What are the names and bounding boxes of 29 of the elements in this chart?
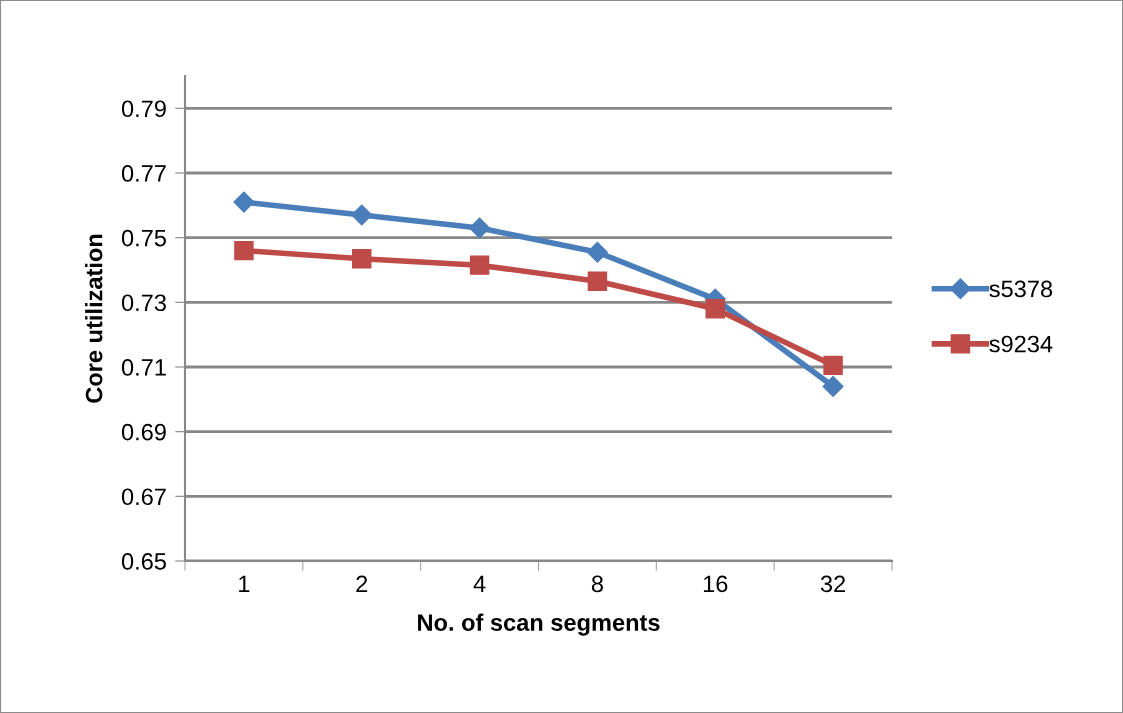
x-tick-label: 16 xyxy=(703,575,728,593)
x-axis-title: No. of scan segments xyxy=(418,613,660,636)
x-tick-label: 4 xyxy=(473,575,486,592)
x-tick-label: 2 xyxy=(356,575,368,592)
y-tick-label: 0.65 xyxy=(121,553,166,570)
point xyxy=(823,355,843,376)
legend-label: s9234 xyxy=(989,335,1053,353)
y-tick-label: 0.69 xyxy=(121,423,166,441)
y-tick-label: 0.71 xyxy=(121,359,166,376)
point xyxy=(352,248,372,269)
point xyxy=(469,255,490,275)
y-tick-label: 0.75 xyxy=(121,229,166,247)
y-tick-label: 0.79 xyxy=(121,100,166,118)
y-tick-label: 0.67 xyxy=(121,488,166,506)
y-tick-label: 0.77 xyxy=(121,165,166,182)
point xyxy=(469,217,491,239)
point xyxy=(822,375,844,397)
x-tick-label: 8 xyxy=(591,575,603,593)
x-tick-label: 1 xyxy=(239,575,250,592)
x-tick-label: 32 xyxy=(820,575,846,593)
y-axis-title: Core utilization xyxy=(85,234,103,403)
point xyxy=(705,299,725,319)
point xyxy=(233,191,255,213)
point xyxy=(587,271,608,292)
legend-label: s5378 xyxy=(989,280,1053,298)
point xyxy=(234,240,254,261)
point xyxy=(586,241,608,263)
y-tick-label: 0.73 xyxy=(121,294,166,312)
point xyxy=(351,204,373,226)
